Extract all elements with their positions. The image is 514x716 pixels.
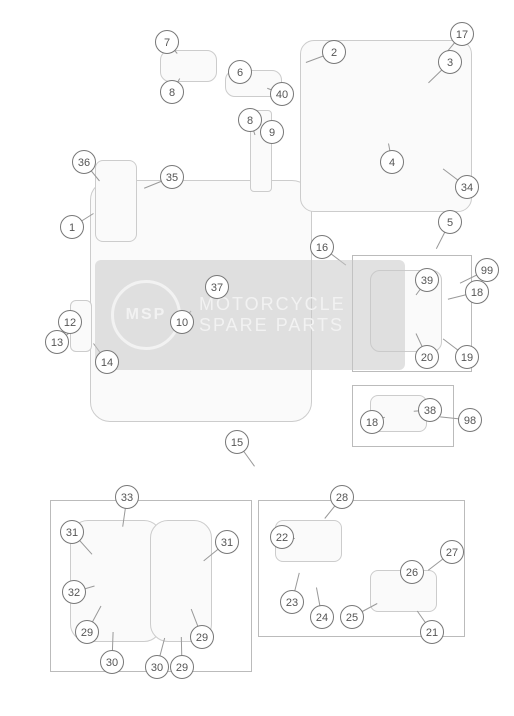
callout-36: 36 — [72, 150, 96, 174]
callout-4: 4 — [380, 150, 404, 174]
callout-33: 33 — [115, 485, 139, 509]
watermark-logo: MSP — [111, 280, 181, 350]
callout-15: 15 — [225, 430, 249, 454]
callout-28: 28 — [330, 485, 354, 509]
watermark-line2: SPARE PARTS — [199, 315, 346, 336]
callout-35: 35 — [160, 165, 184, 189]
callout-39: 39 — [415, 268, 439, 292]
sketch-linkage-a — [160, 50, 217, 82]
callout-37: 37 — [205, 275, 229, 299]
callout-40: 40 — [270, 82, 294, 106]
callout-26: 26 — [400, 560, 424, 584]
watermark: MSP MOTORCYCLE SPARE PARTS — [95, 260, 405, 370]
callout-8: 8 — [238, 108, 262, 132]
callout-8: 8 — [160, 80, 184, 104]
callout-24: 24 — [310, 605, 334, 629]
callout-14: 14 — [95, 350, 119, 374]
watermark-text: MOTORCYCLE SPARE PARTS — [199, 294, 346, 336]
callout-32: 32 — [62, 580, 86, 604]
callout-7: 7 — [155, 30, 179, 54]
callout-5: 5 — [438, 210, 462, 234]
callout-20: 20 — [415, 345, 439, 369]
callout-34: 34 — [455, 175, 479, 199]
watermark-logo-text: MSP — [126, 306, 167, 324]
callout-38: 38 — [418, 398, 442, 422]
callout-21: 21 — [420, 620, 444, 644]
callout-23: 23 — [280, 590, 304, 614]
callout-18: 18 — [465, 280, 489, 304]
callout-29: 29 — [190, 625, 214, 649]
callout-31: 31 — [60, 520, 84, 544]
callout-16: 16 — [310, 235, 334, 259]
callout-10: 10 — [170, 310, 194, 334]
callout-27: 27 — [440, 540, 464, 564]
callout-29: 29 — [170, 655, 194, 679]
callout-22: 22 — [270, 525, 294, 549]
callout-1: 1 — [60, 215, 84, 239]
callout-3: 3 — [438, 50, 462, 74]
callout-99: 99 — [475, 258, 499, 282]
sketch-head-tube — [95, 160, 137, 242]
callout-17: 17 — [450, 22, 474, 46]
callout-25: 25 — [340, 605, 364, 629]
callout-2: 2 — [322, 40, 346, 64]
callout-31: 31 — [215, 530, 239, 554]
callout-30: 30 — [100, 650, 124, 674]
callout-29: 29 — [75, 620, 99, 644]
callout-13: 13 — [45, 330, 69, 354]
callout-98: 98 — [458, 408, 482, 432]
callout-18: 18 — [360, 410, 384, 434]
diagram-canvas: MSP MOTORCYCLE SPARE PARTS 1234567889101… — [0, 0, 514, 716]
callout-30: 30 — [145, 655, 169, 679]
callout-19: 19 — [455, 345, 479, 369]
callout-6: 6 — [228, 60, 252, 84]
callout-9: 9 — [260, 120, 284, 144]
